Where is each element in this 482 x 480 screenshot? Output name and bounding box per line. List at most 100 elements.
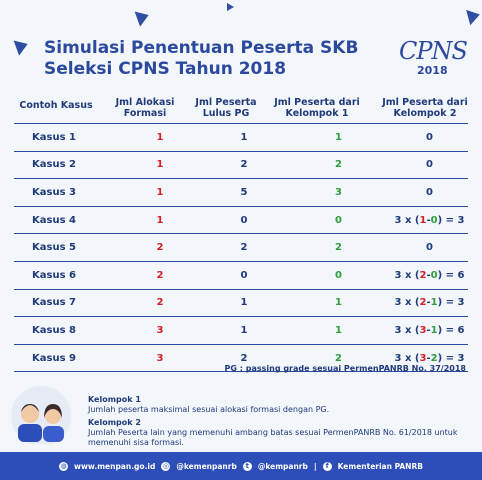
formula-part: ) = 3: [437, 297, 465, 309]
cell-kelompok2: 0: [391, 233, 468, 262]
legend-k2-desc: Jumlah Peserta lain yang memenuhi ambang…: [88, 428, 458, 447]
header-alokasi: Jml Alokasi Formasi: [103, 97, 187, 119]
header-alokasi-l1: Jml Alokasi: [115, 97, 175, 108]
header-kelompok1-l1: Jml Peserta dari: [274, 97, 360, 108]
header-kelompok1-l2: Kelompok 1: [285, 108, 349, 119]
page-title: Simulasi Penentuan Peserta SKB Seleksi C…: [44, 38, 358, 80]
formula-part: 3 x (: [394, 352, 420, 364]
instagram-icon: ◎: [161, 461, 171, 471]
formula-minus: -: [426, 269, 431, 281]
cell-kelompok1: 1: [286, 123, 391, 152]
formula-part: 0: [426, 131, 433, 143]
cell-lulus: 2: [202, 344, 286, 373]
cell-kelompok1: 1: [286, 316, 391, 345]
logo-year: 2018: [417, 64, 448, 77]
formula-minus: -: [426, 297, 431, 309]
footer-bar: ◍ www.menpan.go.id ◎ @kemenpanrb t @kemp…: [0, 452, 482, 480]
cell-alokasi: 2: [118, 289, 202, 318]
globe-icon: ◍: [59, 461, 69, 471]
legend: Kelompok 1 Jumlah peserta maksimal sesua…: [88, 395, 468, 451]
cell-lulus: 0: [202, 206, 286, 235]
cell-kelompok1: 0: [286, 206, 391, 235]
decor-triangle: [134, 7, 152, 27]
cell-alokasi: 1: [118, 206, 202, 235]
formula-part: 1: [430, 324, 438, 336]
footer-facebook[interactable]: Kementerian PANRB: [337, 461, 423, 471]
header-alokasi-l2: Formasi: [123, 108, 167, 119]
cell-lulus: 2: [202, 151, 286, 180]
footer-web[interactable]: www.menpan.go.id: [74, 461, 156, 471]
formula-part: 3 x (: [394, 324, 420, 336]
decor-triangle: [227, 3, 234, 11]
formula-part: 2: [419, 269, 427, 281]
cell-kelompok1: 1: [286, 289, 391, 318]
cell-kasus: Kasus 6: [14, 261, 118, 290]
cell-kasus: Kasus 1: [14, 123, 118, 152]
cell-kasus: Kasus 9: [14, 344, 118, 373]
title-line-2: Seleksi CPNS Tahun 2018: [44, 59, 287, 79]
logo-text: CPNS: [399, 37, 468, 65]
header-lulus-l2: Lulus PG: [202, 108, 250, 119]
header-kelompok2: Jml Peserta dari Kelompok 2: [370, 97, 480, 119]
formula-part: 1: [430, 297, 438, 309]
cell-alokasi: 2: [118, 233, 202, 262]
formula-part: 2: [430, 352, 438, 364]
twitter-icon: t: [242, 461, 252, 471]
cell-kelompok2: 3 x (1-0) = 3: [391, 206, 468, 235]
cell-lulus: 1: [202, 123, 286, 152]
simulation-table: Kasus 1 1 1 1 0 Kasus 2 1 2 2 0 Kasus 3 1 5 3 0 Kasus 4…: [14, 123, 468, 373]
legend-k2-title: Kelompok 2: [88, 418, 141, 427]
cell-alokasi: 3: [118, 316, 202, 345]
cell-kelompok1: 0: [286, 261, 391, 290]
formula-minus: -: [426, 324, 431, 336]
cpns-logo: CPNS 2018: [395, 37, 468, 83]
cell-alokasi: 3: [118, 344, 202, 373]
formula-part: 3 x (: [394, 297, 420, 309]
formula-part: 2: [419, 297, 427, 309]
title-line-1: Simulasi Penentuan Peserta SKB: [44, 38, 359, 58]
header-lulus: Jml Peserta Lulus PG: [184, 97, 268, 119]
footer-separator: |: [313, 461, 317, 471]
cell-lulus: 5: [202, 178, 286, 207]
cell-lulus: 1: [202, 316, 286, 345]
cell-lulus: 2: [202, 233, 286, 262]
cell-kelompok2: 0: [391, 151, 468, 180]
cell-kelompok1: 2: [286, 344, 391, 373]
cell-alokasi: 1: [118, 178, 202, 207]
formula-part: ) = 3: [437, 352, 465, 364]
legend-k1-desc: Jumlah peserta maksimal sesuai alokasi f…: [88, 405, 330, 414]
formula-part: 3 x (: [394, 214, 420, 226]
cell-kelompok2: 0: [391, 123, 468, 152]
cell-kelompok2: 0: [391, 178, 468, 207]
footer-twitter[interactable]: @kempanrb: [257, 461, 308, 471]
header-kelompok2-l1: Jml Peserta dari: [382, 97, 468, 108]
cell-kelompok2: 3 x (3-1) = 6: [391, 316, 468, 345]
formula-part: 1: [419, 214, 427, 226]
formula-part: 3: [419, 352, 427, 364]
pg-note: PG : passing grade sesuai PermenPANRB No…: [224, 364, 466, 373]
facebook-icon: f: [322, 461, 332, 471]
cell-kasus: Kasus 2: [14, 151, 118, 180]
cell-alokasi: 2: [118, 261, 202, 290]
formula-minus: -: [426, 352, 431, 364]
formula-part: 0: [426, 242, 433, 254]
cell-kasus: Kasus 7: [14, 289, 118, 318]
cell-kelompok2: 3 x (3-2) = 3: [391, 344, 468, 373]
header-kelompok1: Jml Peserta dari Kelompok 1: [262, 97, 372, 119]
cell-kasus: Kasus 8: [14, 316, 118, 345]
cell-kelompok1: 2: [286, 151, 391, 180]
footer-instagram[interactable]: @kemenpanrb: [176, 461, 237, 471]
cell-alokasi: 1: [118, 123, 202, 152]
avatars-illustration: [11, 386, 71, 444]
formula-minus: -: [426, 214, 431, 226]
header-contoh-kasus: Contoh Kasus: [19, 100, 93, 111]
formula-part: 0: [426, 186, 433, 198]
cell-kasus: Kasus 3: [14, 178, 118, 207]
formula-part: ) = 6: [437, 324, 465, 336]
